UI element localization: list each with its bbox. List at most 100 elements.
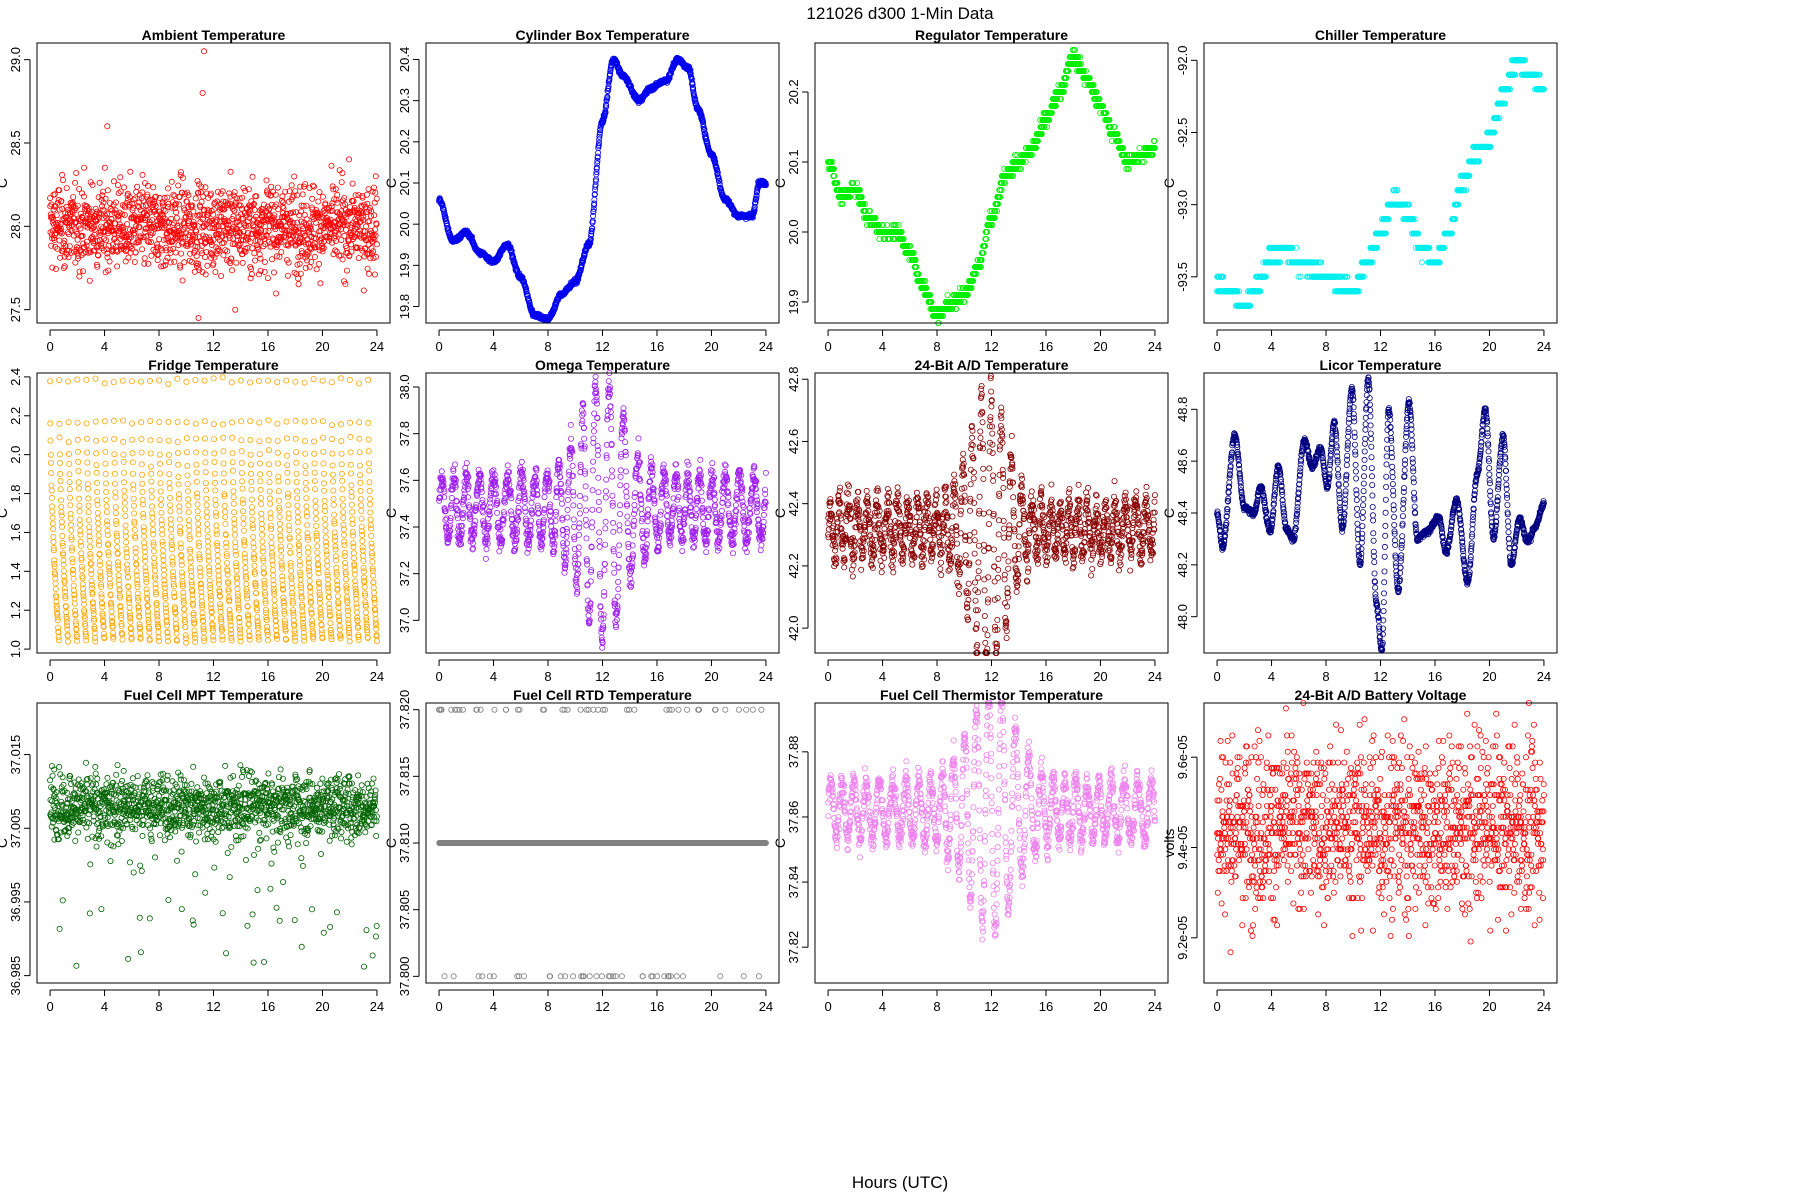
data-point [193, 253, 200, 260]
x-tick-label: 16 [650, 339, 664, 354]
data-point [368, 245, 375, 252]
data-point [140, 234, 147, 241]
data-point [76, 185, 83, 192]
data-point [179, 277, 186, 284]
data-point [70, 194, 77, 201]
data-point [250, 222, 257, 229]
data-point [207, 190, 214, 197]
data-point [313, 266, 320, 273]
data-point [140, 197, 147, 204]
data-point [315, 198, 322, 205]
x-tick-label: 24 [1148, 339, 1162, 354]
x-tick-label: 24 [759, 339, 773, 354]
data-point [81, 164, 88, 171]
data-point [59, 248, 66, 255]
data-point [201, 254, 208, 261]
data-point [158, 263, 165, 270]
x-axis-label: Hours (UTC) [852, 1173, 948, 1192]
x-axis: 0 4 8 12 16 20 24 [824, 329, 1162, 354]
data-point [103, 237, 110, 244]
data-point [299, 191, 306, 198]
data-point [171, 220, 178, 227]
data-point [365, 270, 372, 277]
data-point [591, 196, 598, 203]
data-point [60, 240, 67, 247]
x-tick-label: 12 [984, 339, 998, 354]
data-point [221, 206, 228, 213]
data-point [228, 255, 235, 262]
data-point [227, 168, 234, 175]
data-point [83, 238, 90, 245]
data-point [264, 275, 271, 282]
data-point [73, 169, 80, 176]
data-point [186, 211, 193, 218]
data-point [133, 188, 140, 195]
data-point [131, 258, 138, 265]
data-point [134, 183, 141, 190]
data-point [183, 198, 190, 205]
data-point [165, 237, 172, 244]
data-point [148, 252, 155, 259]
data-point [136, 224, 143, 231]
x-tick-label: 16 [1039, 339, 1053, 354]
data-point [195, 212, 202, 219]
data-point [80, 268, 87, 275]
data-point [165, 203, 172, 210]
data-point [114, 263, 121, 270]
data-point [227, 193, 234, 200]
data-point [231, 207, 238, 214]
data-point [268, 256, 275, 263]
data-point [190, 208, 197, 215]
data-point [295, 281, 302, 288]
data-point [58, 225, 65, 232]
data-point [260, 201, 267, 208]
data-point [158, 247, 165, 254]
data-point [202, 271, 209, 278]
x-tick-label: 24 [370, 339, 384, 354]
y-tick-label: 20.0 [786, 219, 801, 244]
data-point [209, 217, 216, 224]
data-point [172, 200, 179, 207]
data-point [257, 267, 264, 274]
data-point [99, 206, 106, 213]
data-point [119, 211, 126, 218]
data-point [126, 235, 133, 242]
data-point [75, 255, 82, 262]
data-point [371, 212, 378, 219]
data-point [51, 191, 58, 198]
data-point [268, 183, 275, 190]
data-point [251, 250, 258, 257]
data-point [129, 245, 136, 252]
series-points [1214, 57, 1547, 309]
data-point [261, 268, 268, 275]
data-point [236, 195, 243, 202]
data-point [98, 240, 105, 247]
data-point [190, 219, 197, 226]
data-point [105, 267, 112, 274]
y-tick-label: 20.3 [397, 88, 412, 113]
data-point [121, 211, 128, 218]
data-point [236, 228, 243, 235]
data-point [241, 221, 248, 228]
data-point [89, 233, 96, 240]
data-point [372, 173, 379, 180]
data-point [317, 280, 324, 287]
x-tick-label: 20 [704, 339, 718, 354]
data-point [200, 193, 207, 200]
data-point [88, 222, 95, 229]
data-point [229, 241, 236, 248]
data-point [105, 227, 112, 234]
data-point [162, 262, 169, 269]
data-point [144, 182, 151, 189]
data-point [151, 194, 158, 201]
data-point [216, 227, 223, 234]
data-point [151, 198, 158, 205]
data-point [101, 235, 108, 242]
data-point [170, 230, 177, 237]
data-point [91, 226, 98, 233]
data-point [104, 123, 111, 130]
data-point [297, 270, 304, 277]
data-point [125, 238, 132, 245]
